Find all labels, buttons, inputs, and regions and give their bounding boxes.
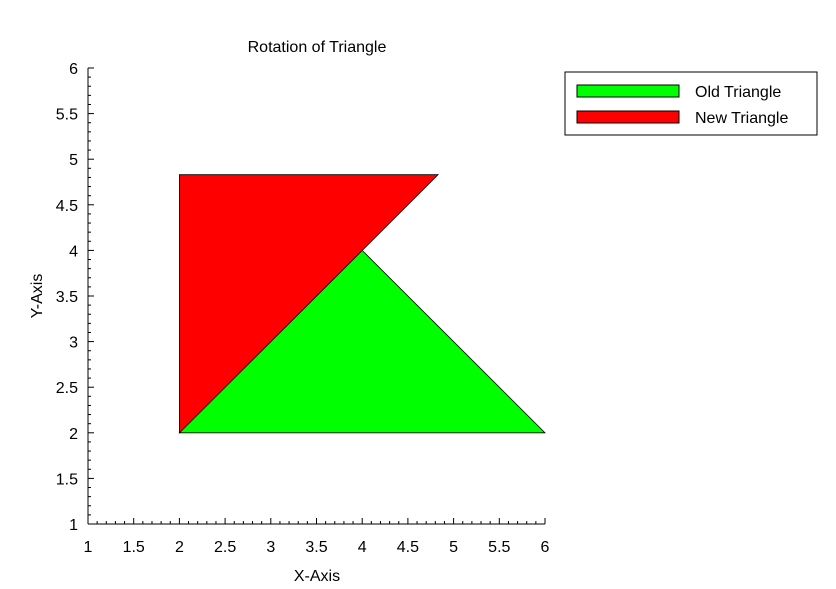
x-tick-label: 4.5 [397,539,419,556]
y-tick-label: 4.5 [56,198,78,215]
y-tick-label: 5 [69,152,78,169]
chart-title: Rotation of Triangle [248,39,387,56]
x-tick-label: 1.5 [123,539,145,556]
x-tick-label: 2 [175,539,184,556]
x-tick-label: 1 [84,539,93,556]
y-axis-label: Y-Axis [29,274,46,319]
legend-box [564,71,818,136]
y-tick-label: 3.5 [56,289,78,306]
axes: 1 1.5 2 2.5 3 3.5 4 4.5 5 5.5 6 1 1.5 2 2.5 3 3.5 4 4.5 5 5.… [56,61,550,556]
x-tick-label: 4 [358,539,367,556]
legend-label-2: New Triangle [695,110,788,127]
plot-series [178,174,546,434]
y-tick-label: 5.5 [56,107,78,124]
x-tick-label: 5.5 [488,539,510,556]
legend: Old Triangle New Triangle [564,71,818,136]
y-tick-label: 3 [69,335,78,352]
y-tick-label: 4 [69,243,78,260]
series-polygon-2 [178,174,440,434]
x-tick-label: 5 [449,539,458,556]
y-tick-label: 6 [69,61,78,78]
x-axis-label: X-Axis [294,568,340,585]
legend-swatch-1 [576,84,680,98]
y-tick-label: 1.5 [56,471,78,488]
x-tick-label: 3 [266,539,275,556]
y-tick-label: 2.5 [56,380,78,397]
x-tick-label: 6 [541,539,550,556]
legend-entries: Old Triangle New Triangle [576,84,788,127]
legend-label-1: Old Triangle [695,84,781,101]
y-tick-label: 1 [69,517,78,534]
x-tick-label: 2.5 [214,539,236,556]
legend-swatch-2 [576,110,680,124]
y-tick-label: 2 [69,426,78,443]
x-tick-label: 3.5 [305,539,327,556]
